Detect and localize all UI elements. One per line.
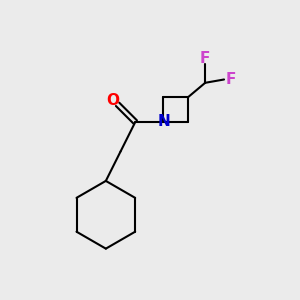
Text: F: F: [225, 72, 236, 87]
Text: O: O: [107, 93, 120, 108]
Text: N: N: [158, 114, 170, 129]
Text: F: F: [200, 51, 210, 66]
